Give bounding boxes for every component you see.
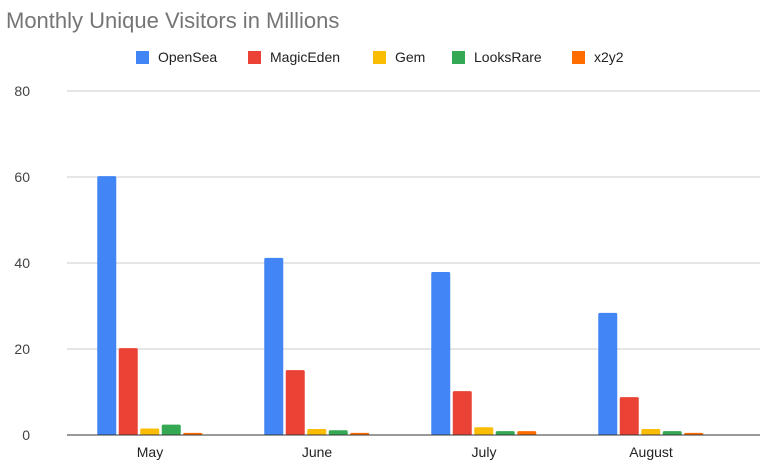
bar-opensea-august [598,312,618,435]
bar-x2y2-august [684,432,704,435]
bar-magiceden-july [452,391,472,435]
bar-magiceden-august [619,397,639,435]
x-tick-label: May [137,444,163,460]
y-tick-label: 80 [14,83,30,99]
bars [67,176,760,436]
bar-gem-august [641,428,661,435]
bar-x2y2-june [350,432,370,435]
bar-gem-may [140,428,160,435]
legend: OpenSea MagicEden Gem LooksRare x2y2 [136,49,624,65]
bar-magiceden-may [118,348,138,435]
x-tick-label: July [472,444,497,460]
bar-opensea-june [264,257,284,435]
bar-looksrare-may [161,424,181,435]
legend-swatch [136,51,149,64]
bar-looksrare-june [328,430,348,435]
bar-gem-july [474,427,494,435]
y-tick-label: 20 [14,341,30,357]
x-axis-labels: May June July August [137,444,673,460]
legend-swatch [248,51,261,64]
y-tick-label: 0 [22,427,30,443]
bar-opensea-july [431,272,451,435]
bar-magiceden-june [285,370,305,435]
bar-gem-june [307,428,327,435]
x-tick-label: August [629,444,673,460]
y-tick-label: 60 [14,169,30,185]
legend-label: Gem [395,49,425,65]
legend-swatch [373,51,386,64]
legend-label: LooksRare [474,49,542,65]
legend-label: MagicEden [270,49,340,65]
legend-label: OpenSea [158,49,217,65]
chart-title: Monthly Unique Visitors in Millions [6,8,339,33]
bar-x2y2-july [517,431,537,435]
bar-looksrare-august [662,431,682,435]
legend-swatch [452,51,465,64]
legend-swatch [572,51,585,64]
bar-opensea-may [97,176,117,435]
y-tick-label: 40 [14,255,30,271]
bar-x2y2-may [183,432,203,435]
legend-label: x2y2 [594,49,624,65]
x-tick-label: June [302,444,333,460]
bar-looksrare-july [495,431,515,435]
